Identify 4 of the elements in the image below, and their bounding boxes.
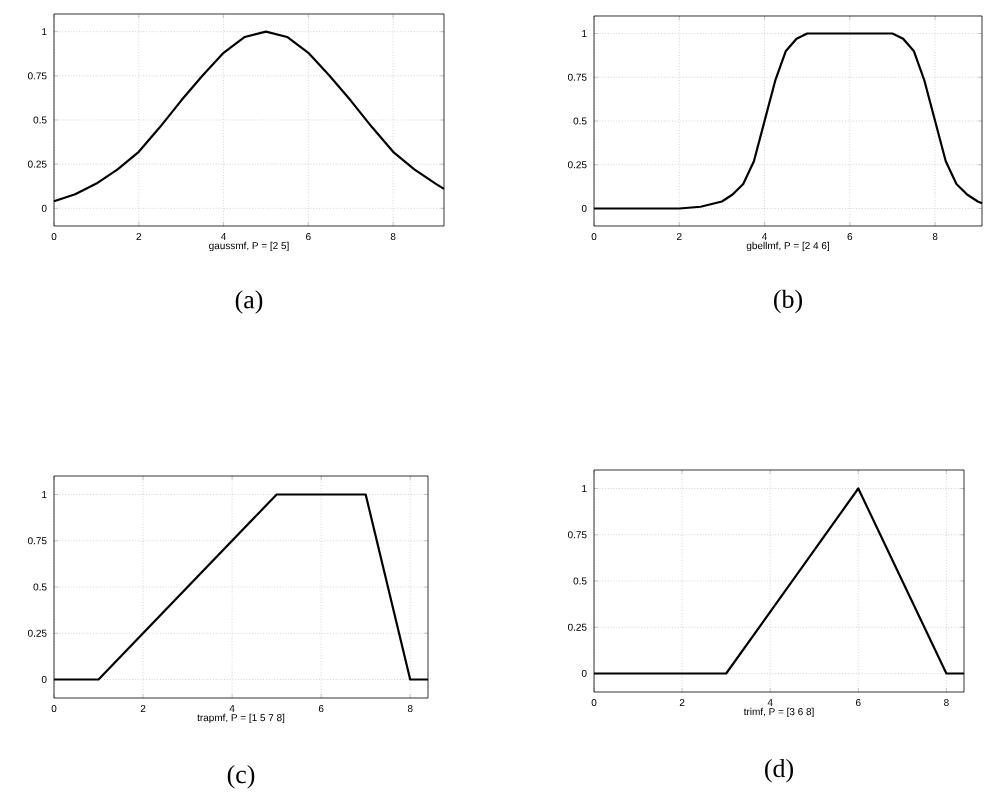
- text: (a): [235, 290, 263, 314]
- text: (d): [765, 758, 793, 783]
- text: (b): [774, 289, 802, 314]
- text: (c): [227, 764, 255, 789]
